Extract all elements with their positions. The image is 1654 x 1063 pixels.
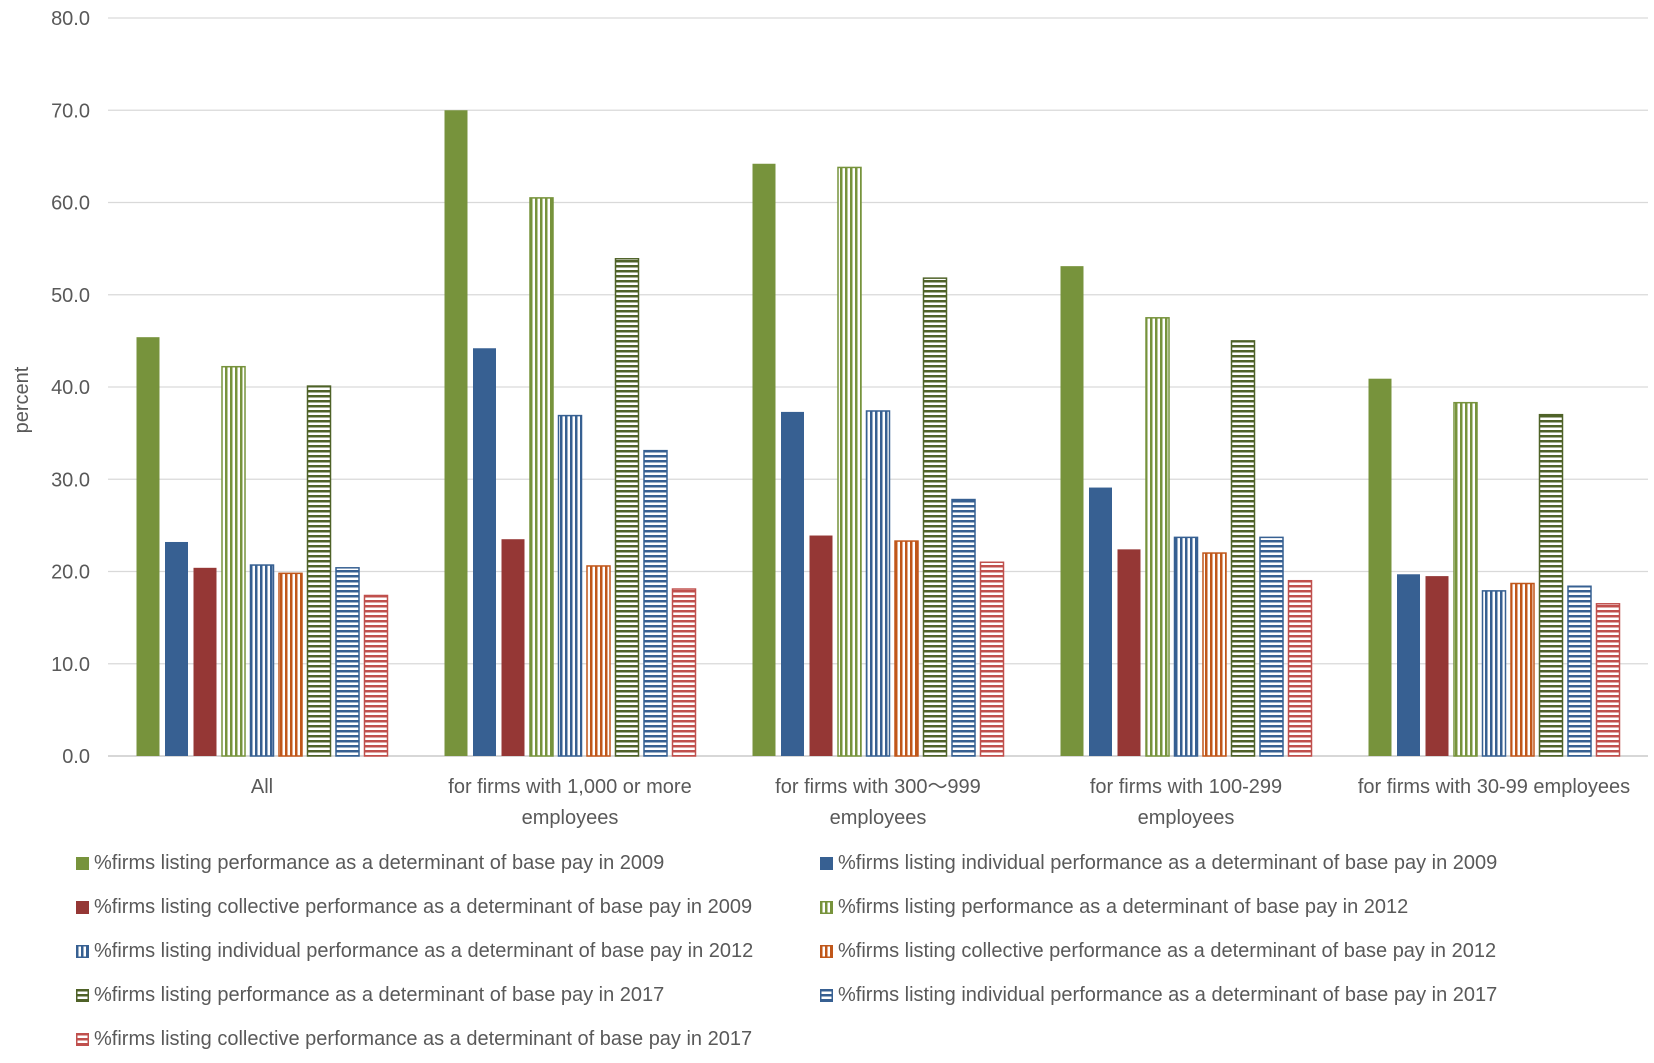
legend-swatch xyxy=(76,988,89,1002)
bar xyxy=(586,565,611,757)
bar xyxy=(473,348,496,756)
bar-chart: 0.0 10.0 20.0 30.0 40.0 50.0 60.0 70.0 80.0 perc… xyxy=(11,8,1648,829)
x-tick-label: for firms with 30-99 employees xyxy=(1358,776,1630,798)
legend-item: %firms listing individual performance as… xyxy=(820,982,1497,1008)
bar xyxy=(951,498,976,757)
bar xyxy=(752,163,776,756)
bar xyxy=(1230,340,1256,757)
bar xyxy=(1259,536,1284,757)
x-tick-label: for firms with 300〜999 xyxy=(775,776,981,798)
bar xyxy=(1595,603,1621,757)
legend-label: %firms listing individual performance as… xyxy=(94,939,754,962)
bar xyxy=(671,588,697,757)
y-tick-label: 0.0 xyxy=(62,746,90,768)
y-tick-label: 60.0 xyxy=(51,193,90,215)
bar xyxy=(1368,378,1392,756)
legend-item: %firms listing collective performance as… xyxy=(76,894,752,920)
y-tick-label: 20.0 xyxy=(51,562,90,584)
legend-label: %firms listing performance as a determin… xyxy=(94,983,665,1006)
bar xyxy=(1538,413,1564,757)
legend-label: %firms listing collective performance as… xyxy=(94,895,753,918)
legend-item: %firms listing performance as a determin… xyxy=(76,850,664,876)
legend-label: %firms listing collective performance as… xyxy=(838,939,1497,962)
y-tick-label: 50.0 xyxy=(51,285,90,307)
x-tick-label: for firms with 100-299 xyxy=(1090,776,1282,798)
bar xyxy=(809,535,833,756)
bar xyxy=(865,410,891,757)
bar xyxy=(363,594,389,757)
bar xyxy=(221,365,246,757)
bar xyxy=(1202,552,1227,757)
x-tick-label: for firms with 1,000 or more xyxy=(448,776,691,798)
bar xyxy=(1397,574,1420,756)
legend-label: %firms listing performance as a determin… xyxy=(838,895,1409,918)
legend-label: %firms listing performance as a determin… xyxy=(94,851,665,874)
bar xyxy=(979,561,1005,757)
bar xyxy=(781,411,804,756)
bar xyxy=(1089,487,1112,756)
bars xyxy=(136,110,1621,757)
bar xyxy=(922,277,948,757)
bar xyxy=(165,541,188,756)
bar xyxy=(557,414,583,757)
bar xyxy=(1060,266,1084,756)
y-axis: 0.0 10.0 20.0 30.0 40.0 50.0 60.0 70.0 80.0 xyxy=(51,8,90,768)
legend-item: %firms listing performance as a determin… xyxy=(76,982,664,1008)
legend-item: %firms listing performance as a determin… xyxy=(820,894,1408,920)
bar xyxy=(1567,585,1592,757)
bar xyxy=(1117,549,1141,756)
legend-swatch xyxy=(76,900,89,914)
legend-label: %firms listing collective performance as… xyxy=(94,1027,753,1050)
bar xyxy=(1287,579,1313,757)
x-axis: All for firms with 1,000 or more employees… xyxy=(251,776,1630,829)
bar xyxy=(614,258,640,757)
legend-swatch xyxy=(820,856,833,870)
bar xyxy=(894,540,919,757)
legend-swatch xyxy=(76,944,89,958)
y-tick-label: 40.0 xyxy=(51,377,90,399)
y-tick-label: 10.0 xyxy=(51,654,90,676)
legend-swatch xyxy=(820,900,833,914)
legend-swatch xyxy=(76,1032,89,1046)
x-tick-label: employees xyxy=(522,807,619,829)
bar xyxy=(249,564,275,757)
bar xyxy=(501,539,525,756)
bar xyxy=(1145,317,1170,757)
bar xyxy=(136,337,160,756)
legend-item: %firms listing individual performance as… xyxy=(76,938,753,964)
bar xyxy=(1453,401,1478,757)
bar xyxy=(837,166,862,757)
legend-label: %firms listing individual performance as… xyxy=(838,851,1498,874)
legend-item: %firms listing collective performance as… xyxy=(76,1026,752,1052)
legend-swatch xyxy=(76,856,89,870)
legend-item: %firms listing collective performance as… xyxy=(820,938,1496,964)
legend-swatch xyxy=(820,988,833,1002)
bar xyxy=(529,197,554,757)
legend-item: %firms listing individual performance as… xyxy=(820,850,1497,876)
legend-swatch xyxy=(820,944,833,958)
x-tick-label: All xyxy=(251,776,273,798)
bar xyxy=(1173,536,1199,757)
bar xyxy=(335,567,360,757)
bar xyxy=(278,572,303,757)
bar xyxy=(1425,576,1449,756)
x-tick-label: employees xyxy=(830,807,927,829)
bar xyxy=(643,449,668,757)
legend-label: %firms listing individual performance as… xyxy=(838,983,1498,1006)
y-tick-label: 80.0 xyxy=(51,8,90,30)
y-tick-label: 30.0 xyxy=(51,469,90,491)
bar xyxy=(1481,590,1507,757)
bar xyxy=(444,110,468,756)
y-axis-label: percent xyxy=(11,366,33,433)
bar xyxy=(1510,582,1535,757)
bar xyxy=(306,385,332,757)
y-tick-label: 70.0 xyxy=(51,100,90,122)
bar xyxy=(193,567,217,756)
x-tick-label: employees xyxy=(1138,807,1235,829)
